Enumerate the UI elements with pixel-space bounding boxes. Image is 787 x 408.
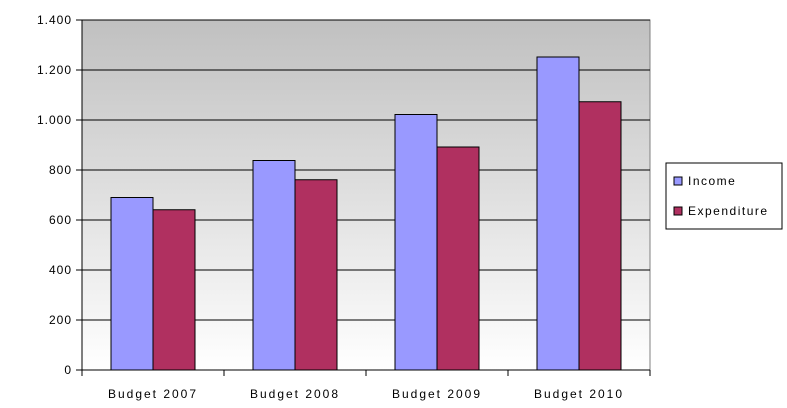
legend-box — [665, 162, 783, 230]
legend-label-expenditure: Expenditure — [688, 204, 769, 218]
x-category-label: Budget 2008 — [250, 387, 340, 401]
y-tick-label: 600 — [49, 213, 72, 227]
x-category-label: Budget 2010 — [534, 387, 624, 401]
legend-swatch-income — [673, 176, 683, 186]
y-tick-label: 1.000 — [37, 113, 72, 127]
bars — [110, 56, 622, 371]
y-tick-label: 1.200 — [37, 63, 72, 77]
y-tick-label: 1.400 — [37, 13, 72, 27]
y-tick-label: 400 — [49, 263, 72, 277]
bar-expenditure-1 — [294, 179, 338, 371]
legend: Income Expenditure — [665, 162, 783, 230]
bar-expenditure-2 — [436, 146, 480, 371]
y-tick-label: 800 — [49, 163, 72, 177]
legend-swatch-expenditure — [673, 206, 683, 216]
bar-expenditure-3 — [578, 101, 622, 371]
bar-expenditure-0 — [152, 209, 196, 371]
axes: 0 200 400 600 800 1.000 1.200 1.400 Budget 2007 B… — [37, 13, 651, 401]
bar-income-2 — [394, 114, 438, 371]
x-category-label: Budget 2009 — [392, 387, 482, 401]
bar-income-0 — [110, 197, 154, 371]
y-tick-label: 200 — [49, 313, 72, 327]
x-category-label: Budget 2007 — [108, 387, 198, 401]
legend-label-income: Income — [688, 174, 736, 188]
y-tick-label: 0 — [64, 363, 72, 377]
bar-income-3 — [536, 56, 580, 371]
bar-income-1 — [252, 160, 296, 371]
